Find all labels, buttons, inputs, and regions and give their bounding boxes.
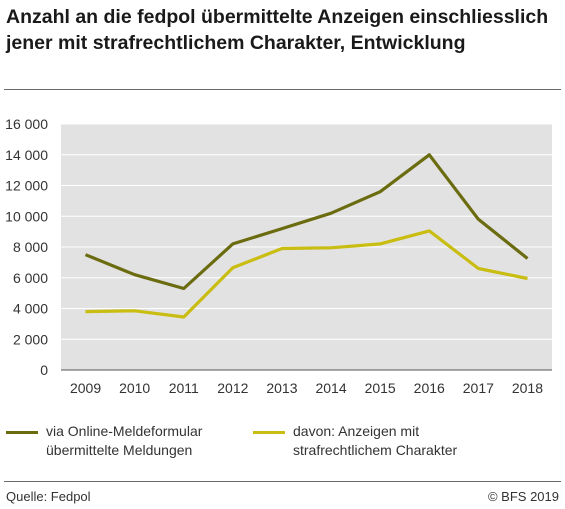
series-line-1 bbox=[85, 229, 528, 319]
x-tick-label: 2014 bbox=[315, 380, 346, 396]
x-tick-label: 2009 bbox=[70, 380, 101, 396]
y-axis-ticks: 0 2 000 4 000 6 000 8 000 10 000 12 000 14 000 1… bbox=[5, 116, 48, 378]
y-tick-label: 16 000 bbox=[5, 116, 48, 132]
line-chart: 0 2 000 4 000 6 000 8 000 10 000 12 000 14 000 1… bbox=[5, 116, 552, 396]
x-tick-label: 2016 bbox=[414, 380, 445, 396]
y-tick-label: 6 000 bbox=[13, 270, 48, 286]
y-tick-label: 8 000 bbox=[13, 239, 48, 255]
x-tick-label: 2012 bbox=[217, 380, 248, 396]
x-tick-label: 2013 bbox=[266, 380, 297, 396]
legend-swatch-online bbox=[6, 431, 38, 434]
y-tick-label: 0 bbox=[40, 362, 48, 378]
y-tick-label: 4 000 bbox=[13, 301, 48, 317]
footer-divider bbox=[4, 481, 561, 482]
y-tick-label: 14 000 bbox=[5, 147, 48, 163]
x-tick-label: 2018 bbox=[512, 380, 543, 396]
legend-swatch-criminal bbox=[253, 431, 285, 434]
legend-label-criminal: davon: Anzeigen mit strafrechtlichem Cha… bbox=[293, 423, 458, 458]
copyright-note: © BFS 2019 bbox=[487, 489, 559, 504]
title-divider bbox=[4, 89, 561, 90]
chart-title: Anzahl an die fedpol übermittelte Anzeig… bbox=[6, 6, 549, 54]
x-axis-ticks: 2009 2010 2011 2012 2013 2014 2015 2016 2017 2018 bbox=[70, 380, 543, 396]
series-lines bbox=[84, 153, 529, 319]
source-note: Quelle: Fedpol bbox=[6, 489, 91, 504]
x-tick-label: 2010 bbox=[119, 380, 150, 396]
y-tick-label: 2 000 bbox=[13, 331, 48, 347]
y-tick-label: 12 000 bbox=[5, 178, 48, 194]
legend-label-online: via Online-Meldeformular übermittelte Me… bbox=[46, 423, 203, 458]
y-tick-label: 10 000 bbox=[5, 208, 48, 224]
x-tick-label: 2017 bbox=[463, 380, 494, 396]
series-line-0 bbox=[84, 153, 529, 291]
x-tick-label: 2011 bbox=[169, 380, 199, 396]
x-tick-label: 2015 bbox=[365, 380, 396, 396]
